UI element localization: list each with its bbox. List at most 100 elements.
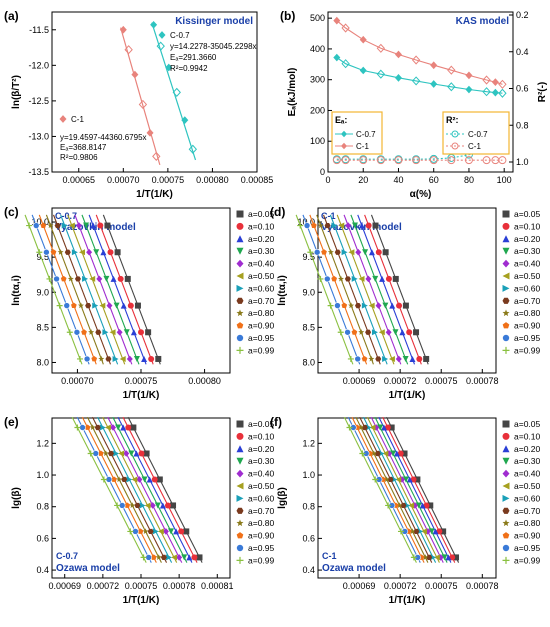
legend-marker xyxy=(236,247,244,255)
chart-title: Kissinger model xyxy=(175,16,253,27)
data-point xyxy=(354,303,361,309)
data-point xyxy=(129,502,136,508)
legend-label: a=0.60 xyxy=(514,493,541,503)
data-point xyxy=(321,249,327,255)
data-point xyxy=(138,450,145,457)
data-point xyxy=(104,424,111,431)
data-point xyxy=(369,424,376,431)
data-point xyxy=(143,450,150,457)
data-point xyxy=(74,276,81,282)
y-tick-label: 0.8 xyxy=(302,502,315,512)
legend-label: a=0.80 xyxy=(514,518,541,528)
data-point xyxy=(144,502,151,509)
y-tick-label: 8.0 xyxy=(36,357,49,367)
legend-label: a=0.10 xyxy=(248,431,275,441)
legend-label: a=0.50 xyxy=(514,271,541,281)
data-point xyxy=(348,302,355,309)
y-tick-label: 300 xyxy=(310,75,325,85)
data-point xyxy=(76,355,83,362)
legend-marker xyxy=(502,284,510,292)
data-point xyxy=(157,528,164,535)
data-point xyxy=(133,450,140,457)
data-point xyxy=(402,302,409,309)
data-point xyxy=(390,450,397,457)
legend-label: a=0.70 xyxy=(514,506,541,516)
legend-marker xyxy=(236,445,244,453)
legend-marker xyxy=(236,432,244,440)
chart-title: KAS model xyxy=(456,16,510,27)
data-point xyxy=(114,502,121,509)
y-tick-label: 400 xyxy=(310,44,325,54)
fit-line xyxy=(370,416,444,563)
y-tick-label: 0.6 xyxy=(302,533,315,543)
data-point xyxy=(307,249,314,256)
data-point xyxy=(134,502,141,509)
data-point xyxy=(338,222,345,229)
legend-marker xyxy=(502,247,510,255)
data-point xyxy=(428,528,435,535)
data-point xyxy=(378,450,385,457)
data-point xyxy=(165,63,173,72)
legend-marker xyxy=(236,259,244,268)
legend-label: a=0.50 xyxy=(514,481,541,491)
legend-label: a=0.05 xyxy=(514,419,541,429)
data-point xyxy=(155,355,162,362)
y-axis-label: ln(tα,i) xyxy=(277,275,288,306)
y-tick-label: -13.5 xyxy=(28,167,49,177)
fit-line xyxy=(45,214,104,365)
y-right-tick-label: 1.0 xyxy=(516,157,529,167)
legend-label: a=0.95 xyxy=(514,333,541,343)
legend-label: a=0.90 xyxy=(514,531,541,541)
data-point xyxy=(142,528,149,534)
data-point xyxy=(344,328,351,336)
data-point xyxy=(57,249,64,255)
data-point xyxy=(359,450,366,457)
legend-marker xyxy=(236,297,244,304)
data-point xyxy=(361,355,368,362)
legend-label: a=0.40 xyxy=(514,259,541,269)
data-point xyxy=(447,156,456,165)
data-point xyxy=(441,554,448,561)
x-tick-label: 0.00075 xyxy=(152,175,185,185)
data-point xyxy=(134,302,141,309)
ea-legend: Eₐ: C-0.7 C-1 xyxy=(331,111,383,155)
legend-label: a=0.30 xyxy=(514,456,541,466)
x-tick-label: 0.00075 xyxy=(125,376,158,386)
panel-a-kissinger: 0.00065 0.00070 0.00075 0.00080 0.00085 -13.5… xyxy=(4,9,273,200)
data-point xyxy=(372,476,379,483)
legend-marker xyxy=(236,322,244,329)
data-point xyxy=(324,222,331,229)
data-point xyxy=(384,424,391,431)
data-point xyxy=(71,302,77,309)
y-right-tick-label: 0.6 xyxy=(516,84,529,94)
data-point xyxy=(432,528,439,535)
legend-marker xyxy=(502,346,510,354)
data-point xyxy=(127,528,134,535)
data-point xyxy=(416,355,423,362)
y-tick-label: 10.0 xyxy=(31,217,49,227)
data-point xyxy=(50,249,57,255)
legend-marker xyxy=(502,556,510,564)
legend-label: a=0.90 xyxy=(248,321,275,331)
data-point xyxy=(117,275,124,282)
legend-label: a=0.99 xyxy=(248,555,275,565)
data-point xyxy=(402,355,409,362)
legend-label: a=0.70 xyxy=(248,506,275,516)
data-point xyxy=(372,222,379,229)
data-point xyxy=(126,476,133,483)
data-point xyxy=(162,528,169,535)
data-point xyxy=(382,450,389,457)
fit-line xyxy=(120,27,161,166)
y-right-tick-label: 0.4 xyxy=(516,47,529,57)
data-point xyxy=(334,302,341,309)
data-point xyxy=(430,61,438,70)
panel-c-vyazovkin: 0.00070 0.00075 0.00080 8.0 8.5 9.0 9.5 10.0 1/T… xyxy=(4,205,275,401)
data-point xyxy=(116,476,123,483)
data-point xyxy=(91,355,98,362)
data-point xyxy=(178,528,185,535)
data-point xyxy=(359,66,367,75)
data-point xyxy=(395,355,402,363)
data-point xyxy=(104,222,111,229)
legend-label: a=0.50 xyxy=(248,481,275,491)
